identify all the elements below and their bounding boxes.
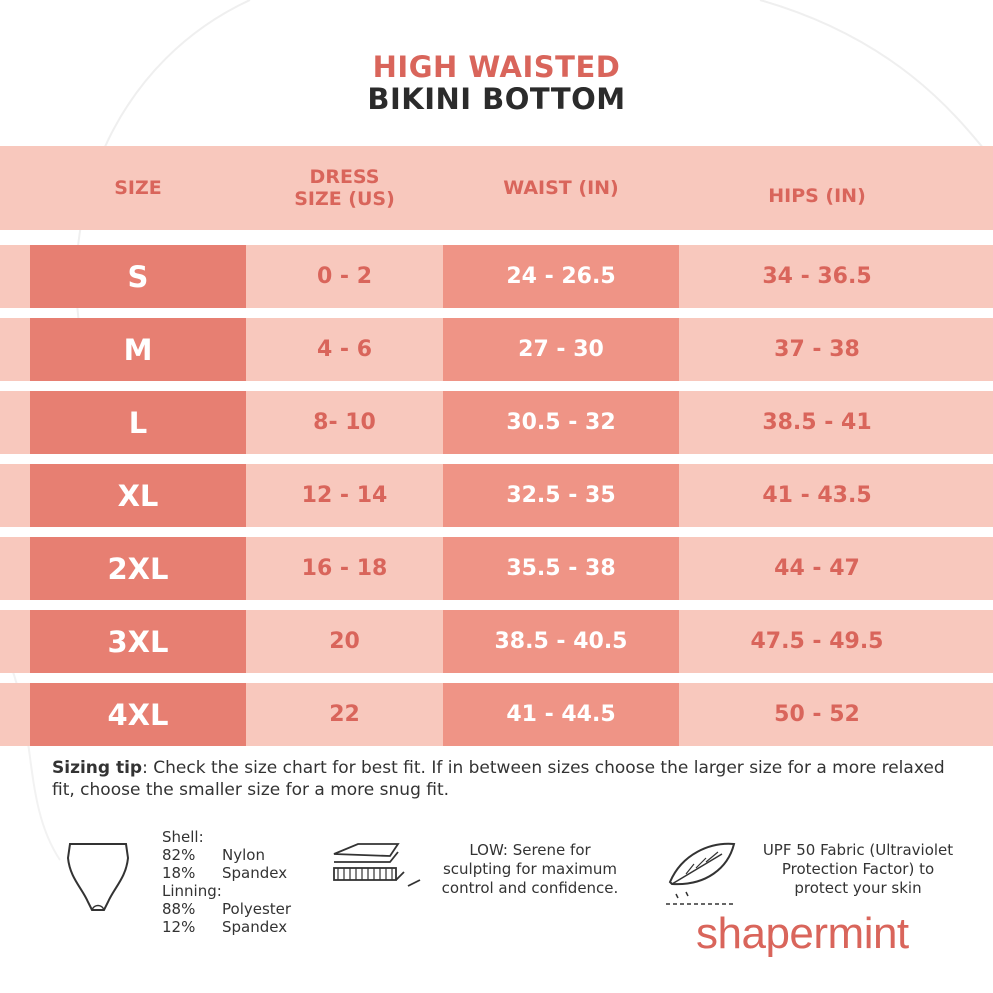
compression-line: LOW: Serene for (469, 841, 591, 859)
waist-cell: 30.5 - 32 (443, 391, 679, 454)
waist-cell: 32.5 - 35 (443, 464, 679, 527)
hips-cell: 37 - 38 (774, 337, 860, 362)
size-cell: 4XL (30, 683, 246, 746)
dress-size-cell: 20 (329, 629, 360, 654)
size-cell: XL (30, 464, 246, 527)
hips-cell: 47.5 - 49.5 (750, 629, 884, 654)
material-fabric: Nylon (222, 846, 265, 864)
material-line: 82% Nylon (162, 846, 291, 864)
dress-size-cell: 22 (329, 702, 360, 727)
material-fabric: Polyester (222, 900, 292, 918)
material-fabric: Spandex (222, 864, 288, 882)
hips-cell: 50 - 52 (774, 702, 860, 727)
table-row: 3XL 20 38.5 - 40.5 47.5 - 49.5 (0, 610, 993, 673)
table-row: L 8- 10 30.5 - 32 38.5 - 41 (0, 391, 993, 454)
shell-label: Shell: (162, 828, 204, 846)
waist-cell: 24 - 26.5 (443, 245, 679, 308)
briefs-icon (66, 843, 130, 911)
material-percent: 82% (162, 846, 196, 864)
dress-size-cell: 0 - 2 (316, 264, 373, 289)
header-dress-line1: DRESS (309, 166, 380, 188)
waist-cell: 27 - 30 (443, 318, 679, 381)
material-percent: 12% (162, 918, 196, 936)
upf-line: Protection Factor) to (781, 860, 935, 878)
table-row: S 0 - 2 24 - 26.5 34 - 36.5 (0, 245, 993, 308)
waist-cell: 35.5 - 38 (443, 537, 679, 600)
material-fabric: Spandex (222, 918, 288, 936)
table-row: 4XL 22 41 - 44.5 50 - 52 (0, 683, 993, 746)
upf-line: UPF 50 Fabric (Ultraviolet (762, 841, 954, 859)
header-dress-size: DRESS SIZE (US) (246, 146, 443, 230)
sizing-tip-text: : Check the size chart for best fit. If … (52, 758, 945, 800)
compression-line: control and confidence. (441, 879, 619, 897)
size-cell: 3XL (30, 610, 246, 673)
material-percent: 18% (162, 864, 196, 882)
waist-cell: 41 - 44.5 (443, 683, 679, 746)
compression-text: LOW: Serene for sculpting for maximum co… (430, 841, 630, 898)
compression-line: sculpting for maximum (442, 860, 618, 878)
header-hips: HIPS (IN) (768, 185, 866, 207)
header-size: SIZE (114, 177, 162, 199)
size-cell: S (30, 245, 246, 308)
lining-label: Linning: (162, 882, 222, 900)
title-line-2: BIKINI BOTTOM (367, 82, 626, 116)
hips-cell: 44 - 47 (774, 556, 860, 581)
material-percent: 88% (162, 900, 196, 918)
material-line: 88% Polyester (162, 900, 291, 918)
hips-cell: 34 - 36.5 (762, 264, 872, 289)
material-line: 18% Spandex (162, 864, 291, 882)
table-row: XL 12 - 14 32.5 - 35 41 - 43.5 (0, 464, 993, 527)
sizing-tip-label: Sizing tip (52, 758, 143, 778)
hips-cell: 38.5 - 41 (762, 410, 872, 435)
size-cell: 2XL (30, 537, 246, 600)
header-dress-line2: SIZE (US) (294, 188, 395, 210)
hips-cell: 41 - 43.5 (762, 483, 872, 508)
size-cell: M (30, 318, 246, 381)
feather-icon (666, 842, 736, 905)
material-composition: Shell: 82% Nylon 18% Spandex Linning: 88% P… (162, 828, 291, 936)
dress-size-cell: 12 - 14 (301, 483, 388, 508)
header-waist: WAIST (IN) (503, 177, 619, 199)
upf-line: protect your skin (794, 879, 922, 897)
table-row: 2XL 16 - 18 35.5 - 38 44 - 47 (0, 537, 993, 600)
upf-text: UPF 50 Fabric (Ultraviolet Protection Fa… (748, 841, 968, 898)
brand-logo: shapermint (696, 909, 909, 958)
dress-size-cell: 16 - 18 (301, 556, 388, 581)
size-cell: L (30, 391, 246, 454)
material-line: 12% Spandex (162, 918, 291, 936)
sizing-tip: Sizing tip: Check the size chart for bes… (52, 757, 952, 801)
title-line-1: HIGH WAISTED (372, 50, 621, 84)
table-header: SIZE DRESS SIZE (US) WAIST (IN) HIPS (IN… (0, 146, 993, 230)
fabric-layers-icon (333, 843, 421, 887)
table-row: M 4 - 6 27 - 30 37 - 38 (0, 318, 993, 381)
dress-size-cell: 4 - 6 (316, 337, 373, 362)
waist-cell: 38.5 - 40.5 (443, 610, 679, 673)
dress-size-cell: 8- 10 (313, 410, 376, 435)
